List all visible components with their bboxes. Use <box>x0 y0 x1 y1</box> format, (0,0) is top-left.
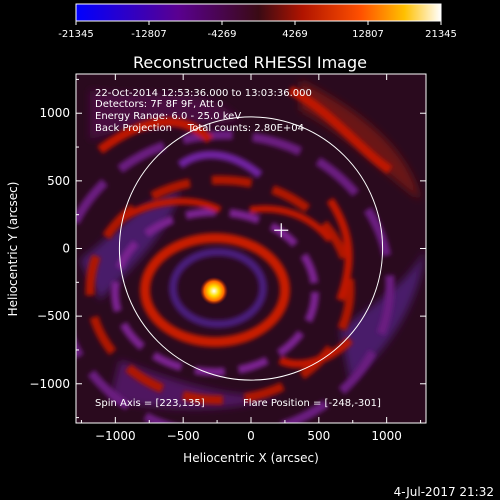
axis-ticks: −1000 −500 0 500 1000 −1000 −500 0 500 1000 <box>29 74 426 443</box>
x-tick-label: −1000 <box>95 429 136 443</box>
flare-position-label: Flare Position = [-248,-301] <box>243 398 381 409</box>
y-tick-label: 0 <box>62 242 70 256</box>
colorbar-ticks: -21345 -12807 -4269 4269 12807 21345 <box>58 21 457 40</box>
flare-source <box>200 277 228 305</box>
colorbar-tick-label: -12807 <box>131 29 166 40</box>
y-tick-label: 1000 <box>39 106 70 120</box>
x-tick-label: 1000 <box>371 429 402 443</box>
x-tick-label: 500 <box>307 429 330 443</box>
timestamp: 4-Jul-2017 21:32 <box>394 485 494 499</box>
info-block: 22-Oct-2014 12:53:36.000 to 13:03:36.000… <box>95 88 312 134</box>
x-axis-label: Heliocentric X (arcsec) <box>183 451 319 465</box>
colorbar-tick-label: 12807 <box>352 29 384 40</box>
solar-disk-circle <box>118 116 384 381</box>
y-tick-label: −1000 <box>29 377 70 391</box>
colorbar <box>76 4 441 21</box>
y-axis-label: Heliocentric Y (arcsec) <box>6 182 20 317</box>
info-line: 22-Oct-2014 12:53:36.000 to 13:03:36.000 <box>95 88 312 99</box>
colorbar-tick-label: -4269 <box>207 29 236 40</box>
heatmap-image <box>76 74 426 423</box>
info-line: Energy Range: 6.0 - 25.0 keV <box>95 111 241 122</box>
info-line: Back Projection Total counts: 2.80E+04 <box>95 123 304 134</box>
info-line: Detectors: 7F 8F 9F, Att 0 <box>95 99 223 110</box>
y-tick-label: 500 <box>47 174 70 188</box>
x-tick-label: 0 <box>247 429 255 443</box>
spin-axis-label: Spin Axis = [223,135] <box>95 398 205 409</box>
y-tick-label: −500 <box>37 309 70 323</box>
x-tick-label: −500 <box>167 429 200 443</box>
colorbar-tick-label: -21345 <box>58 29 93 40</box>
colorbar-tick-label: 4269 <box>282 29 307 40</box>
chart-title: Reconstructed RHESSI Image <box>133 53 367 72</box>
spin-axis-marker <box>274 223 289 238</box>
colorbar-tick-label: 21345 <box>425 29 457 40</box>
